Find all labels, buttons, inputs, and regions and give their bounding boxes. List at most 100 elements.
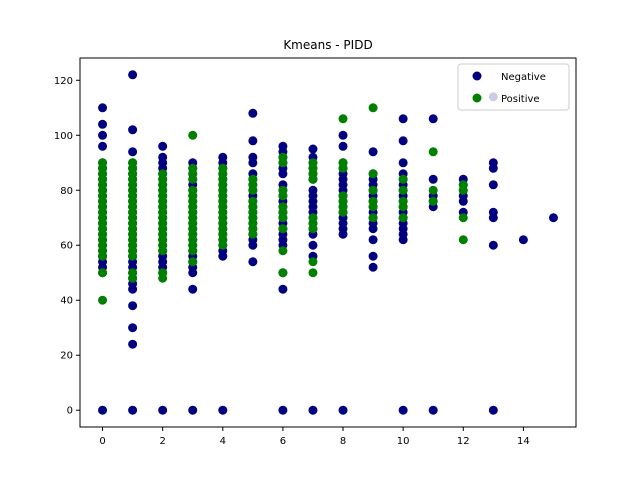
point-positive-129 <box>368 202 378 212</box>
x-tick-label: 14 <box>517 436 530 447</box>
y-tick-label: 0 <box>67 406 73 417</box>
point-positive-115 <box>308 224 318 234</box>
point-positive-57 <box>188 130 198 140</box>
point-positive-142 <box>458 235 468 245</box>
point-positive-102 <box>278 191 288 201</box>
point-positive-60 <box>188 174 198 184</box>
point-positive-54 <box>158 246 168 256</box>
point-positive-73 <box>188 257 198 267</box>
point-negative-183 <box>338 141 348 151</box>
point-negative-56 <box>128 405 138 415</box>
point-negative-245 <box>488 163 498 173</box>
point-negative-197 <box>338 229 348 239</box>
point-negative-250 <box>488 405 498 415</box>
point-positive-136 <box>428 147 438 157</box>
ticks-layer: 0 2 4 6 8 10 12 14 0 20 40 60 80 100 120 <box>54 76 530 447</box>
x-tick-label: 6 <box>280 436 286 447</box>
chart-title: Kmeans - PIDD <box>283 38 372 52</box>
point-negative-229 <box>398 235 408 245</box>
point-positive-134 <box>398 202 408 212</box>
point-negative-53 <box>128 301 138 311</box>
point-negative-3 <box>98 141 108 151</box>
point-positive-98 <box>248 229 258 239</box>
point-negative-125 <box>248 136 258 146</box>
point-negative-54 <box>128 323 138 333</box>
point-negative-122 <box>218 251 228 261</box>
point-positive-118 <box>338 114 348 124</box>
point-positive-39 <box>128 273 138 283</box>
point-positive-116 <box>308 257 318 267</box>
point-negative-248 <box>488 213 498 223</box>
legend-label-negative: Negative <box>501 72 546 83</box>
point-negative-212 <box>368 251 378 261</box>
point-negative-230 <box>398 405 408 415</box>
point-negative-26 <box>128 70 138 80</box>
point-negative-103 <box>188 405 198 415</box>
point-positive-19 <box>98 295 108 305</box>
point-negative-213 <box>368 262 378 272</box>
point-negative-0 <box>98 103 108 113</box>
point-negative-231 <box>428 114 438 124</box>
plot-frame <box>79 57 577 428</box>
point-negative-179 <box>308 240 318 250</box>
point-negative-25 <box>98 405 108 415</box>
point-negative-162 <box>278 284 288 294</box>
point-negative-124 <box>248 108 258 118</box>
point-negative-251 <box>518 235 528 245</box>
point-positive-125 <box>368 103 378 113</box>
y-tick-label: 100 <box>54 131 73 142</box>
point-positive-126 <box>368 169 378 179</box>
point-negative-2 <box>98 130 108 140</box>
point-positive-105 <box>278 213 288 223</box>
legend-box <box>457 63 570 111</box>
point-positive-17 <box>98 251 108 261</box>
y-tick-label: 80 <box>60 186 73 197</box>
legend-marker-positive <box>472 93 482 103</box>
x-tick-label: 0 <box>99 436 105 447</box>
point-positive-138 <box>428 196 438 206</box>
point-negative-101 <box>188 268 198 278</box>
x-tick-label: 8 <box>340 436 346 447</box>
x-tick-label: 2 <box>159 436 165 447</box>
x-tick-label: 10 <box>397 436 410 447</box>
point-positive-91 <box>248 185 258 195</box>
point-negative-249 <box>488 240 498 250</box>
point-negative-102 <box>188 284 198 294</box>
point-negative-216 <box>398 158 408 168</box>
point-negative-182 <box>338 130 348 140</box>
point-positive-108 <box>278 268 288 278</box>
point-positive-130 <box>368 213 378 223</box>
point-negative-198 <box>338 405 348 415</box>
y-tick-label: 40 <box>60 296 73 307</box>
point-positive-88 <box>218 240 228 250</box>
point-positive-120 <box>338 163 348 173</box>
point-negative-80 <box>158 405 168 415</box>
x-tick-label: 12 <box>457 436 470 447</box>
point-negative-1 <box>98 119 108 129</box>
point-negative-57 <box>158 141 168 151</box>
point-negative-252 <box>548 213 558 223</box>
point-positive-124 <box>338 207 348 217</box>
y-tick-label: 60 <box>60 241 73 252</box>
legend-marker-negative <box>472 71 482 81</box>
point-negative-164 <box>308 144 318 154</box>
point-positive-137 <box>428 185 438 195</box>
point-negative-148 <box>278 169 288 179</box>
point-positive-131 <box>398 174 408 184</box>
point-positive-135 <box>398 213 408 223</box>
point-positive-117 <box>308 268 318 278</box>
point-positive-112 <box>308 174 318 184</box>
point-negative-27 <box>128 125 138 135</box>
point-positive-127 <box>368 185 378 195</box>
point-negative-142 <box>248 257 258 267</box>
point-negative-232 <box>428 174 438 184</box>
point-positive-141 <box>458 213 468 223</box>
y-tick-label: 120 <box>54 76 73 87</box>
point-positive-72 <box>188 246 198 256</box>
legend-label-positive: Positive <box>501 94 540 105</box>
point-negative-28 <box>128 147 138 157</box>
point-negative-210 <box>368 224 378 234</box>
point-negative-52 <box>128 284 138 294</box>
point-negative-123 <box>218 405 228 415</box>
point-positive-18 <box>98 268 108 278</box>
